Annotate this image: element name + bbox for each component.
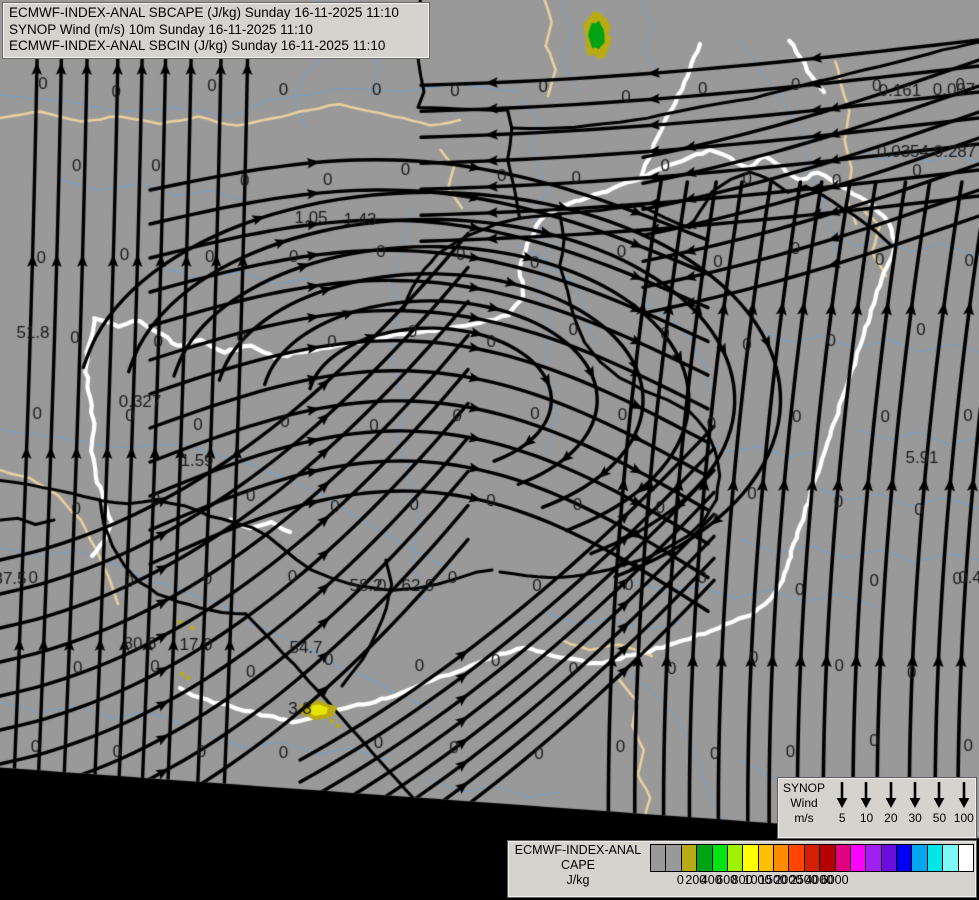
wind-legend-name-2: Wind [790, 796, 818, 810]
down-arrow-icon [861, 782, 872, 808]
cape-tick-1500: 1500 [759, 873, 787, 887]
cape-swatch-12 [835, 845, 851, 871]
wind-legend-arrow-10 [854, 781, 878, 809]
cape-tick-600: 600 [716, 873, 738, 887]
title-block: ECMWF-INDEX-ANAL SBCAPE (J/kg) Sunday 16… [2, 2, 430, 59]
cape-tick-2000: 2000 [774, 873, 803, 887]
cape-tick-2500: 2500 [789, 873, 818, 887]
wind-legend-speed-20: 20 [884, 811, 898, 825]
cape-swatch-8 [774, 845, 790, 871]
cape-swatch-10 [804, 845, 821, 871]
wind-legend-scale: 5 10 20 30 50 100 [830, 778, 976, 825]
wind-legend-arrow-100 [952, 781, 976, 809]
cape-swatch-19 [943, 845, 959, 871]
wind-legend-speed-30: 30 [908, 811, 922, 825]
wind-legend-arrow-50 [927, 781, 951, 809]
wind-legend-speed-5: 5 [838, 811, 846, 825]
title-line-cin: ECMWF-INDEX-ANAL SBCIN (J/kg) Sunday 16-… [9, 38, 386, 54]
cape-swatch-7 [758, 845, 774, 871]
cape-swatch-0 [651, 845, 667, 871]
down-arrow-icon [836, 782, 848, 808]
cape-color-swatches [650, 844, 974, 872]
wind-legend: SYNOP Wind m/s 5 10 20 30 50 100 [777, 777, 977, 839]
wind-legend-number-row: 5 10 20 30 50 100 [830, 811, 976, 825]
wind-legend-arrow-30 [903, 781, 927, 809]
cape-tick-200: 200 [685, 873, 707, 887]
cape-swatch-11 [820, 845, 836, 871]
cape-swatch-15 [881, 845, 897, 871]
cape-tick-0: 0 [676, 873, 684, 887]
cape-swatch-4 [712, 845, 728, 871]
cape-swatch-14 [866, 845, 882, 871]
down-arrow-icon [934, 782, 945, 808]
cape-tick-1000: 1000 [743, 873, 772, 887]
wind-legend-arrow-row [830, 781, 976, 811]
cape-swatch-2 [681, 845, 698, 871]
cape-swatch-13 [850, 845, 867, 871]
wind-legend-speed-10: 10 [859, 811, 874, 825]
cape-tick-labels: 0 200 400 600 800 1000 1500 2000 2500 4000 6000 [650, 873, 974, 893]
wind-legend-speed-50: 50 [932, 811, 947, 825]
title-line-wind: SYNOP Wind (m/s) 10m Sunday 16-11-2025 1… [9, 21, 313, 37]
cape-swatch-5 [727, 845, 744, 871]
cape-colorbar-legend: ECMWF-INDEX-ANAL CAPE J/kg 0 200 400 600 800… [507, 840, 977, 898]
wind-legend-speed-100: 100 [953, 811, 974, 825]
cape-swatch-9 [789, 845, 805, 871]
cape-swatch-17 [912, 845, 928, 871]
down-arrow-icon [958, 782, 970, 808]
cape-tick-6000: 6000 [820, 873, 849, 887]
down-arrow-icon [885, 782, 897, 808]
cape-legend-title-2: CAPE [560, 858, 596, 872]
cape-legend-scale: 0 200 400 600 800 1000 1500 2000 2500 4000 6000 [648, 841, 976, 897]
cape-legend-caption: ECMWF-INDEX-ANAL CAPE J/kg [508, 841, 648, 897]
cape-swatch-20 [958, 845, 973, 871]
cape-swatch-1 [666, 845, 682, 871]
title-line-cape: ECMWF-INDEX-ANAL SBCAPE (J/kg) Sunday 16… [9, 5, 399, 20]
cape-swatch-16 [897, 845, 913, 871]
wind-legend-label: SYNOP Wind m/s [778, 778, 830, 826]
cape-swatch-6 [743, 845, 759, 871]
cape-tick-4000: 4000 [805, 873, 834, 887]
cape-swatch-18 [927, 845, 944, 871]
cape-swatch-3 [697, 845, 713, 871]
wind-legend-name-1: SYNOP [782, 781, 825, 795]
wind-legend-arrow-20 [879, 781, 903, 809]
cape-tick-800: 800 [731, 873, 753, 887]
cape-legend-units: J/kg [566, 873, 590, 887]
down-arrow-icon [909, 782, 921, 808]
wind-legend-units: m/s [794, 811, 814, 825]
wind-legend-arrow-5 [830, 781, 854, 809]
cape-tick-400: 400 [700, 873, 722, 887]
cape-legend-title-1: ECMWF-INDEX-ANAL [514, 843, 642, 857]
